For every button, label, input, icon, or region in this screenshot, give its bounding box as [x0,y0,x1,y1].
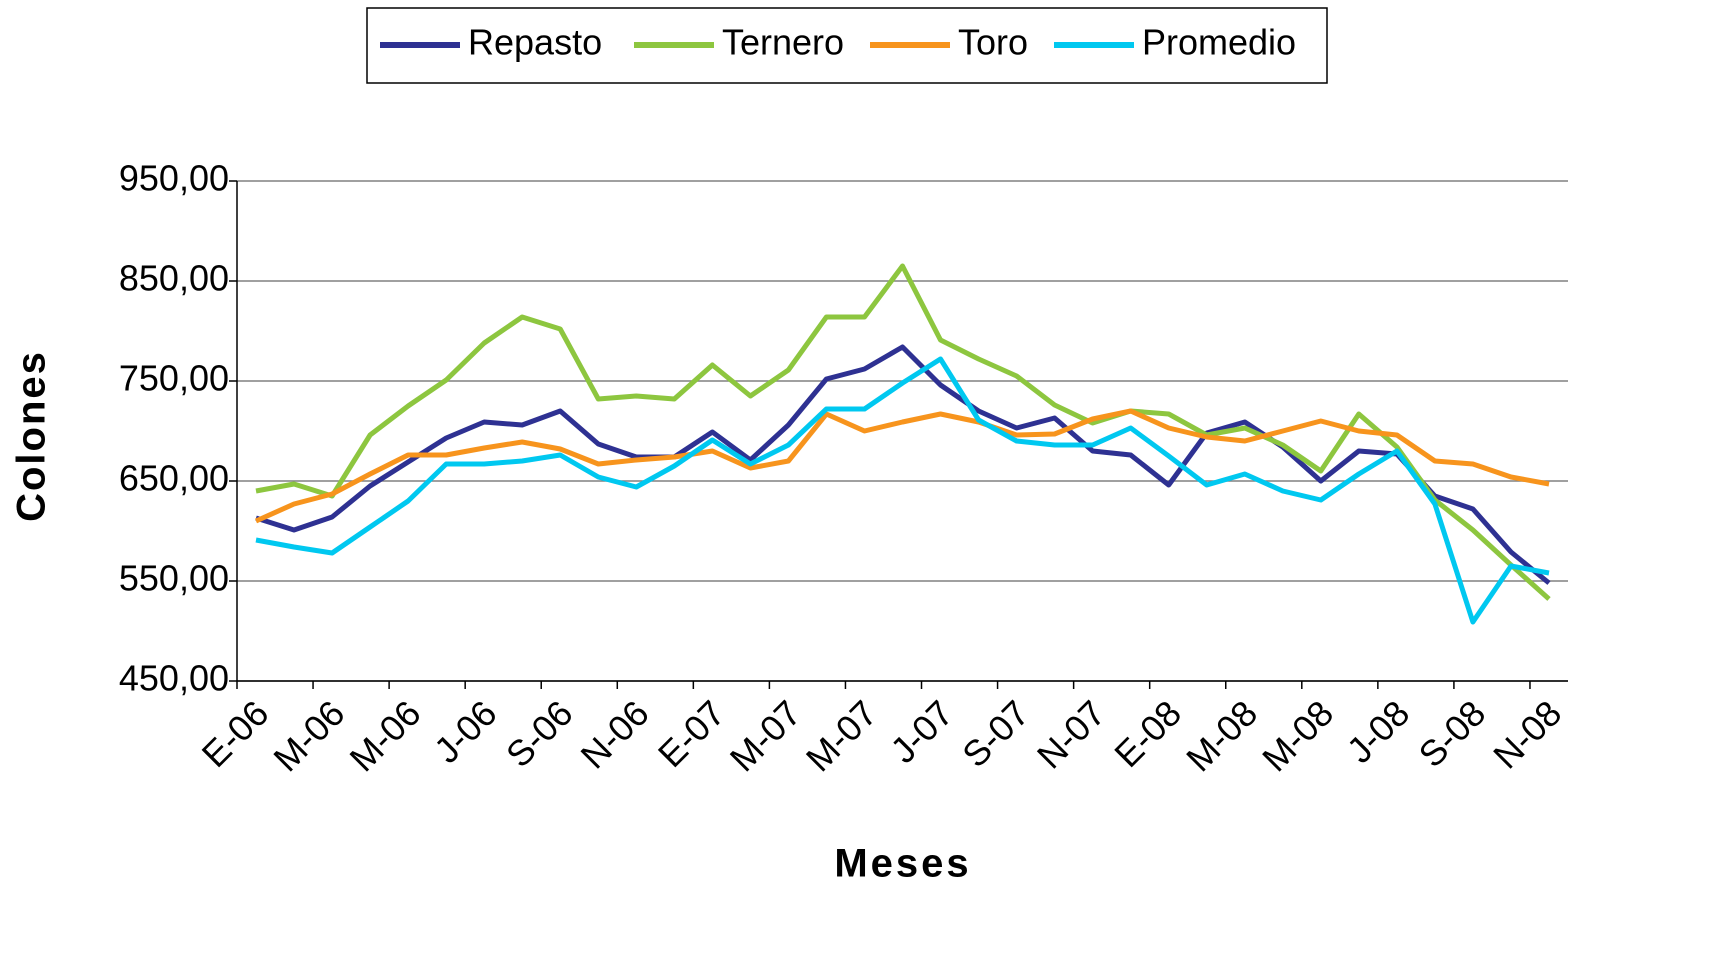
x-axis-title: Meses [834,842,971,886]
x-tick-label: M-07 [798,692,885,779]
legend-label: Promedio [1142,22,1296,63]
x-tick-label: S-07 [954,692,1037,775]
x-tick-label: E-07 [650,692,733,775]
line-series [255,263,1551,601]
legend-label: Repasto [468,22,602,63]
x-tick-label: N-08 [1485,692,1569,776]
x-tick-label: J-06 [426,692,505,771]
x-tick-label: M-06 [265,692,352,779]
x-tick-label: E-08 [1106,692,1189,775]
x-tick-label: N-06 [573,692,657,776]
y-tick-label: 550,00 [119,558,229,599]
x-tick-label: J-08 [1339,692,1418,771]
x-tick-label: E-06 [194,692,277,775]
line-series [254,408,1550,524]
legend-box [366,7,1328,84]
y-tick-label: 950,00 [119,158,229,199]
y-tick-label: 650,00 [119,458,229,499]
legend-label: Toro [958,22,1028,63]
y-axis-title: Colones [10,350,54,522]
y-tick-label: 450,00 [119,658,229,699]
x-tick-label: M-07 [722,692,809,779]
x-tick-label: M-08 [1178,692,1265,779]
y-tick-label: 750,00 [119,358,229,399]
x-tick-label: S-08 [1411,692,1494,775]
x-tick-label: J-07 [882,692,961,771]
line-series [255,344,1551,585]
line-series [255,356,1550,625]
x-tick-label: M-08 [1254,692,1341,779]
x-tick-label: S-06 [498,692,581,775]
x-tick-label: N-07 [1029,692,1113,776]
legend-label: Ternero [722,22,844,63]
y-tick-label: 850,00 [119,258,229,299]
x-tick-label: M-06 [342,692,429,779]
